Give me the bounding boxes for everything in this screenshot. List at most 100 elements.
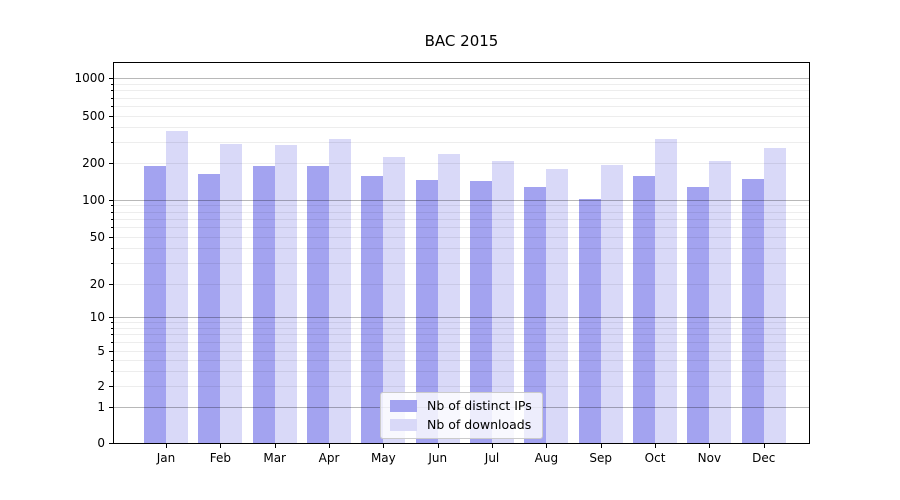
gridline-20 [114,284,809,285]
bar-nb-of-distinct-ips-feb [198,174,221,443]
bar-nb-of-distinct-ips-dec [741,178,764,443]
gridline-50 [114,236,809,238]
y-minor-tickmark-9 [111,321,113,323]
x-label-month-jul: Jul [484,451,500,465]
bar-nb-of-downloads-jan [166,131,188,443]
plot-area [113,62,810,444]
x-label-month-oct: Oct [644,451,666,465]
y-tick-label-200: 200 [82,156,105,171]
bar-nb-of-distinct-ips-jan [144,166,166,443]
x-tickmark-jul [492,444,494,448]
y-minor-tickmark-90 [111,205,113,207]
y-minor-tickmark-6 [111,341,113,343]
bar-nb-of-distinct-ips-may [361,176,384,443]
gridline-400 [114,127,809,129]
legend-label-distinct-ips: Nb of distinct IPs [427,398,532,413]
y-minor-tickmark-900 [111,83,113,85]
x-tick-label-jul: Jul2015 [460,450,524,467]
x-tickmark-nov [709,444,711,448]
y-minor-tickmark-20 [111,284,113,285]
bar-nb-of-downloads-dec [763,148,786,443]
x-label-month-may: May [370,451,396,465]
x-label-month-mar: Mar [263,451,286,465]
y-tick-label-1000: 1000 [74,71,105,86]
y-minor-tickmark-300 [111,142,113,144]
bar-nb-of-distinct-ips-jun [415,179,438,443]
gridline-900 [114,84,809,85]
bar-nb-of-distinct-ips-apr [307,166,330,443]
y-tick-label-100: 100 [82,192,105,207]
y-minor-tickmark-8 [111,327,113,329]
bar-nb-of-distinct-ips-sep [578,199,601,443]
x-label-month-jan: Jan [156,451,176,465]
gridline-800 [114,90,809,92]
y-minor-tickmark-30 [111,263,113,265]
x-tickmark-jan [166,444,167,448]
x-tick-label-jun: Jun2015 [406,450,470,467]
x-label-month-feb: Feb [209,451,231,465]
x-label-month-jun: Jun [428,451,448,465]
y-minor-tickmark-500 [111,115,113,117]
y-minor-tickmark-200 [111,163,113,165]
bar-nb-of-distinct-ips-oct [633,175,656,443]
y-tick-label-2: 2 [97,379,105,393]
y-minor-tickmark-600 [111,105,113,107]
x-tickmark-feb [220,444,222,448]
legend-item-distinct-ips: Nb of distinct IPs [390,398,532,413]
bar-nb-of-downloads-feb [220,144,243,443]
x-tickmark-jun [437,444,439,448]
gridline-1000 [114,78,809,80]
x-tick-label-mar: Mar2015 [243,450,307,467]
x-tickmark-apr [329,444,331,448]
y-tickmark-1 [109,407,113,408]
gridline-600 [114,105,809,107]
x-tickmark-aug [546,444,548,448]
gridline-700 [114,97,809,99]
y-minor-tickmark-60 [111,226,113,228]
y-minor-tickmark-800 [111,90,113,92]
gridline-7 [114,334,809,336]
x-label-month-aug: Aug [534,451,559,465]
gridline-2 [114,386,809,387]
y-minor-tickmark-700 [111,97,113,99]
x-tick-label-sep: Sep2015 [569,450,633,467]
bar-nb-of-downloads-nov [709,160,732,443]
x-label-month-apr: Apr [318,451,340,465]
gridline-500 [114,115,809,117]
x-tick-label-dec: Dec2015 [732,450,796,467]
y-tick-label-50: 50 [89,229,105,244]
x-label-month-dec: Dec [752,451,776,465]
gridline-4 [114,359,809,361]
x-label-month-sep: Sep [589,451,613,465]
bar-nb-of-downloads-sep [600,165,623,443]
y-tick-label-5: 5 [97,344,105,358]
x-tick-label-jan: Jan2015 [134,450,198,467]
y-tick-label-500: 500 [82,108,105,123]
gridline-70 [114,218,809,220]
y-minor-tickmark-40 [111,248,113,250]
x-tickmark-oct [655,444,657,448]
bar-nb-of-distinct-ips-mar [252,166,275,443]
y-minor-tickmark-70 [111,218,113,220]
legend-swatch-downloads [390,418,417,431]
y-tick-label-0: 0 [97,436,105,450]
gridline-30 [114,263,809,265]
y-minor-tickmark-5 [111,351,113,352]
y-minor-tickmark-7 [111,334,113,336]
legend: Nb of distinct IPs Nb of downloads [380,392,543,439]
gridline-100 [114,199,809,201]
legend-item-downloads: Nb of downloads [390,417,532,432]
x-tickmark-may [383,444,385,448]
bar-nb-of-downloads-may [383,157,406,443]
bar-nb-of-distinct-ips-jul [470,180,493,443]
bar-nb-of-downloads-jul [492,161,515,443]
bar-nb-of-downloads-oct [655,139,678,443]
bar-nb-of-distinct-ips-aug [524,187,547,443]
x-tickmark-dec [763,444,765,448]
y-tickmark-1000 [109,78,113,80]
x-tick-label-may: May2015 [351,450,415,467]
x-tickmark-mar [274,444,276,448]
bar-nb-of-distinct-ips-nov [687,186,710,443]
gridline-300 [114,142,809,144]
